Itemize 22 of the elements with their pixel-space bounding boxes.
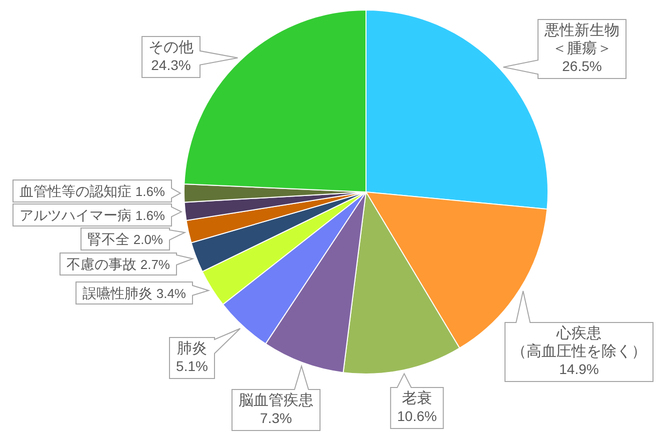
- category-label: 誤嚥性肺炎: [82, 284, 152, 301]
- category-label: 心疾患（高血圧性を除く）: [512, 325, 646, 360]
- value-label: 2.0%: [133, 232, 163, 247]
- value-label: 7.3%: [260, 410, 292, 426]
- category-label: 血管性等の認知症: [19, 182, 132, 199]
- category-label: 悪性新生物＜腫瘍＞: [544, 22, 620, 57]
- category-label: アルツハイマー病: [19, 206, 132, 223]
- category-label: 不慮の事故: [66, 256, 136, 272]
- value-label: 1.6%: [135, 208, 165, 223]
- value-label: 5.1%: [176, 358, 208, 374]
- category-label: 腎不全: [87, 230, 130, 247]
- value-label: 14.9%: [559, 361, 599, 377]
- category-label: その他: [148, 39, 194, 56]
- value-label: 26.5%: [562, 58, 602, 74]
- category-label: 肺炎: [176, 340, 207, 357]
- value-label: 2.7%: [140, 256, 170, 272]
- value-label: 24.3%: [151, 57, 191, 73]
- category-label: 脳血管疾患: [238, 392, 314, 409]
- value-label: 3.4%: [156, 286, 186, 301]
- value-label: 1.6%: [135, 184, 165, 199]
- category-label: 老衰: [402, 390, 432, 407]
- value-label: 10.6%: [397, 408, 437, 424]
